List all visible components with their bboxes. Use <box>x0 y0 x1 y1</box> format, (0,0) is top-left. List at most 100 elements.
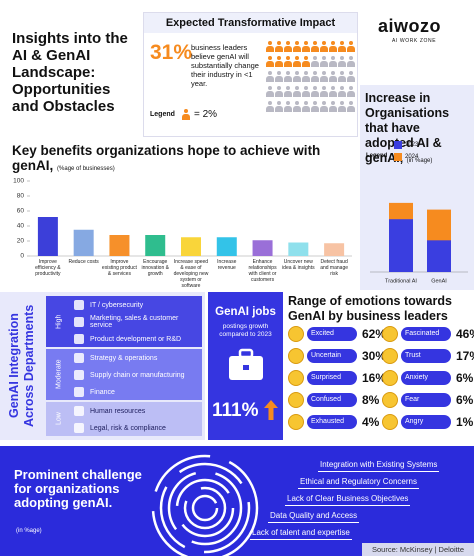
icon-body <box>284 61 292 67</box>
icon-head <box>331 101 335 105</box>
emotion-label: Anxiety <box>401 371 451 385</box>
logo-tagline: AI WORK ZONE <box>392 38 437 44</box>
person-icon <box>284 56 292 67</box>
jobs-figure: 111% <box>212 400 259 421</box>
arc <box>151 454 259 556</box>
emotion-value: 16% <box>362 371 387 385</box>
bar <box>37 217 58 256</box>
icon-head <box>295 101 299 105</box>
jobs-subtitle: postings growth compared to 2023 <box>219 323 272 338</box>
icon-body <box>311 76 319 82</box>
person-icon <box>302 56 310 67</box>
person-icon <box>311 56 319 67</box>
icon-body <box>266 91 274 97</box>
person-icon <box>302 86 310 97</box>
icon-head <box>268 71 272 75</box>
icon-head <box>349 41 353 45</box>
page-title: Insights into the AI & GenAI Landscape: … <box>12 30 128 115</box>
person-icon <box>293 101 301 112</box>
icon-head <box>277 71 281 75</box>
chart-title: Key benefits organizations hope to achie… <box>12 143 352 177</box>
person-icon <box>311 71 319 82</box>
icon-head <box>322 41 326 45</box>
emotion-item: Exhausted 4% <box>288 414 379 430</box>
person-icon <box>302 101 310 112</box>
benefits-chart: 0 20 40 60 80 100 Improve efficiency & produc… <box>0 176 358 290</box>
bar <box>252 240 273 256</box>
icon-head <box>322 71 326 75</box>
arc <box>191 494 219 522</box>
emotion-label: Fear <box>401 393 451 407</box>
bar <box>73 229 94 256</box>
department-item: Legal, risk & compliance <box>74 421 202 435</box>
adoption-chart: Traditional AI GenAI <box>370 202 468 284</box>
person-icon <box>266 86 274 97</box>
department-item: Marketing, sales & customer service <box>74 315 202 329</box>
emotion-value: 4% <box>362 415 380 429</box>
icon-head <box>313 41 317 45</box>
department-label: Legal, risk & compliance <box>90 424 166 432</box>
emotion-icon <box>382 414 398 430</box>
person-icon <box>329 71 337 82</box>
legend-icon <box>182 109 190 120</box>
person-icon <box>329 41 337 52</box>
emotion-value: 6% <box>456 393 474 407</box>
icon-head <box>295 86 299 90</box>
person-icon <box>275 56 283 67</box>
icon-head <box>349 71 353 75</box>
emotion-label: Excited <box>307 327 357 341</box>
bar <box>389 219 413 272</box>
emotion-item: Uncertain 30% <box>288 348 386 364</box>
icon-body <box>275 106 283 112</box>
emotion-value: 30% <box>362 349 387 363</box>
icon-head <box>286 101 290 105</box>
bar <box>109 235 130 256</box>
emotion-value: 1% <box>456 415 474 429</box>
emotion-label: Trust <box>401 349 451 363</box>
legend-entry: 2024 <box>394 153 418 161</box>
icon-body <box>293 61 301 67</box>
department-icon <box>74 334 84 344</box>
legend-label: Legend <box>150 111 175 118</box>
icon-head <box>304 71 308 75</box>
level-label: High <box>55 314 63 329</box>
up-arrow <box>264 400 278 420</box>
arc <box>183 486 227 530</box>
department-icon <box>74 423 84 433</box>
challenge-label: Integration with Existing Systems <box>318 460 440 472</box>
emotion-item: Anxiety 6% <box>382 370 473 386</box>
emotion-label: Uncertain <box>307 349 357 363</box>
emotion-value: 8% <box>362 393 380 407</box>
department-icon <box>74 406 84 416</box>
x-tick-label: Increase revenue <box>217 259 237 271</box>
x-tick-label: Enhance relationships with client or cus… <box>248 259 277 283</box>
icon-head <box>295 41 299 45</box>
icon-body <box>311 106 319 112</box>
challenge-label: Lack of talent and expertise <box>250 528 352 540</box>
person-icon <box>338 86 346 97</box>
icon-body <box>275 91 283 97</box>
department-label: Product development or R&D <box>90 335 182 343</box>
person-icon <box>284 41 292 52</box>
emotion-icon <box>288 414 304 430</box>
benefits-plot: 0 20 40 60 80 100 <box>13 178 352 260</box>
person-icon <box>275 41 283 52</box>
icon-head <box>286 56 290 60</box>
emotion-item: Fascinated 46% <box>382 326 474 342</box>
icon-body <box>311 91 319 97</box>
challenge-label: Lack of Clear Business Objectives <box>285 494 411 506</box>
icon-body <box>302 76 310 82</box>
emotions-title: Range of emotions towards GenAI by busin… <box>288 294 452 323</box>
legend-swatch <box>394 153 402 161</box>
icon-head <box>349 101 353 105</box>
impact-text: business leaders believe genAI will subs… <box>191 43 259 88</box>
bar <box>427 240 451 272</box>
y-tick-label: 0 <box>20 253 24 260</box>
x-tick-label: Detect fraud and manage risk <box>320 259 349 277</box>
icon-body <box>293 46 301 52</box>
icon-head <box>277 101 281 105</box>
person-icon <box>302 41 310 52</box>
department-item: Finance <box>74 385 202 399</box>
department-label: Supply chain or manufacturing <box>90 371 185 379</box>
